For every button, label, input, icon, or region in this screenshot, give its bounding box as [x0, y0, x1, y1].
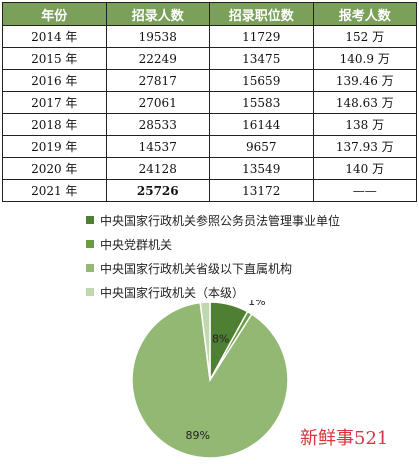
cell-applicants: 140.9 万 — [312, 47, 417, 70]
table-header-row: 年份 招录人数 招录职位数 报考人数 — [2, 2, 417, 26]
cell-positions: 13475 — [209, 47, 314, 70]
cell-year: 2016 年 — [2, 69, 107, 92]
cell-year: 2018 年 — [2, 113, 107, 136]
legend-swatch — [86, 240, 94, 248]
legend-swatch — [86, 288, 94, 296]
recruitment-table: 年份 招录人数 招录职位数 报考人数 2014 年 19538 11729 15… — [2, 2, 417, 202]
cell-positions: 16144 — [209, 113, 314, 136]
header-year: 年份 — [2, 2, 107, 26]
table-row: 2014 年 19538 11729 152 万 — [2, 25, 417, 48]
pie-chart: 8%1%89%2% — [131, 300, 289, 459]
cell-recruit: 27817 — [105, 69, 210, 92]
table-row: 2016 年 27817 15659 139.46 万 — [2, 69, 417, 92]
pie-slice — [131, 301, 289, 459]
header-position-count: 招录职位数 — [209, 2, 314, 26]
cell-applicants: 152 万 — [312, 25, 417, 48]
cell-positions: 15659 — [209, 69, 314, 92]
table-row: 2021 年 25726 13172 —— — [2, 179, 417, 202]
legend-item: 中央党群机关 — [86, 232, 340, 256]
legend-label: 中央党群机关 — [100, 237, 173, 252]
cell-positions: 9657 — [209, 135, 314, 158]
cell-applicants: 138 万 — [312, 113, 417, 136]
legend-label: 中央国家行政机关参照公务员法管理事业单位 — [100, 213, 341, 228]
cell-positions: 13172 — [209, 179, 314, 202]
cell-year: 2019 年 — [2, 135, 107, 158]
table-row: 2015 年 22249 13475 140.9 万 — [2, 47, 417, 70]
legend-item: 中央国家行政机关参照公务员法管理事业单位 — [86, 208, 340, 232]
cell-year: 2020 年 — [2, 157, 107, 180]
pie-data-label: 1% — [248, 300, 265, 308]
cell-recruit: 27061 — [105, 91, 210, 114]
cell-positions: 15583 — [209, 91, 314, 114]
cell-applicants: 140 万 — [312, 157, 417, 180]
cell-recruit: 28533 — [105, 113, 210, 136]
cell-recruit: 22249 — [105, 47, 210, 70]
cell-applicants: 137.93 万 — [312, 135, 417, 158]
header-applicant-count: 报考人数 — [312, 2, 417, 26]
cell-positions: 13549 — [209, 157, 314, 180]
legend-item: 中央国家行政机关省级以下直属机构 — [86, 256, 340, 280]
pie-data-label: 8% — [212, 332, 229, 345]
watermark-text: 新鲜事521 — [300, 428, 389, 449]
cell-year: 2021 年 — [2, 179, 107, 202]
pie-slice — [199, 301, 211, 381]
cell-recruit: 25726 — [105, 179, 210, 202]
table-row: 2017 年 27061 15583 148.63 万 — [2, 91, 417, 114]
cell-recruit: 14537 — [105, 135, 210, 158]
legend-item: 中央国家行政机关（本级） — [86, 280, 340, 304]
header-recruit-count: 招录人数 — [105, 2, 210, 26]
table-row: 2019 年 14537 9657 137.93 万 — [2, 135, 417, 158]
cell-recruit: 24128 — [105, 157, 210, 180]
legend-swatch — [86, 216, 94, 224]
table-row: 2020 年 24128 13549 140 万 — [2, 157, 417, 180]
table-row: 2018 年 28533 16144 138 万 — [2, 113, 417, 136]
legend-label: 中央国家行政机关（本级） — [100, 285, 245, 300]
cell-applicants: 139.46 万 — [312, 69, 417, 92]
cell-year: 2014 年 — [2, 25, 107, 48]
pie-data-label: 89% — [186, 429, 210, 442]
cell-applicants: 148.63 万 — [312, 91, 417, 114]
chart-legend: 中央国家行政机关参照公务员法管理事业单位 中央党群机关 中央国家行政机关省级以下… — [86, 208, 340, 304]
cell-year: 2015 年 — [2, 47, 107, 70]
legend-label: 中央国家行政机关省级以下直属机构 — [100, 261, 293, 276]
cell-year: 2017 年 — [2, 91, 107, 114]
cell-applicants: —— — [312, 179, 417, 202]
cell-recruit: 19538 — [105, 25, 210, 48]
cell-positions: 11729 — [209, 25, 314, 48]
legend-swatch — [86, 264, 94, 272]
